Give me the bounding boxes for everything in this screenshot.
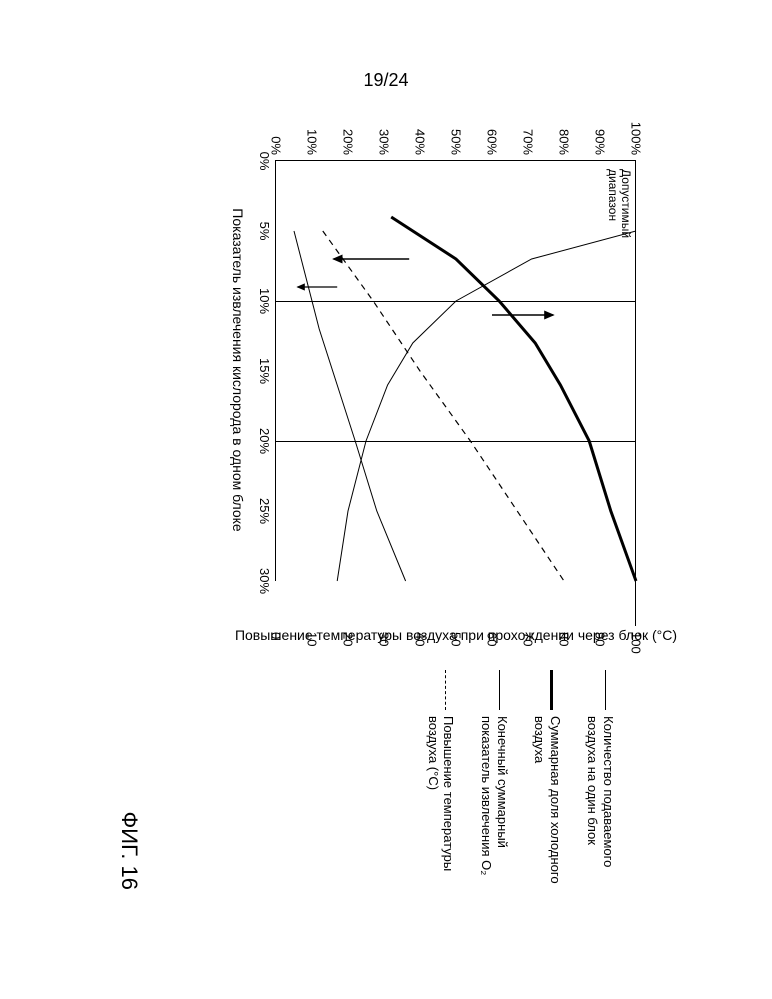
series-feed_air xyxy=(337,231,636,581)
legend-swatch xyxy=(490,670,510,716)
legend: Количество подаваемого воздуха на один б… xyxy=(403,670,616,900)
x-tick: 0% xyxy=(257,152,276,171)
legend-text: Повышение температуры воздуха (°C) xyxy=(425,716,456,900)
legend-swatch xyxy=(436,670,456,716)
y-left-tick: 50% xyxy=(449,129,464,161)
plot-area: Допустимыйдиапазон 0%10%20%30%40%50%60%7… xyxy=(275,160,636,581)
plot-svg xyxy=(276,161,636,581)
x-tick: 5% xyxy=(257,222,276,241)
y-left-tick: 100% xyxy=(629,122,644,161)
x-tick: 20% xyxy=(257,428,276,454)
x-tick: 25% xyxy=(257,498,276,524)
series-cold_air xyxy=(391,217,636,581)
x-tick: 15% xyxy=(257,358,276,384)
x-axis-label: Показатель извлечения кислорода в одном … xyxy=(230,160,246,580)
legend-text: Суммарная доля холодного воздуха xyxy=(532,716,563,900)
legend-text: Конечный суммарный показатель извлечения… xyxy=(478,716,509,900)
chart-container: Допустимыйдиапазон 0%10%20%30%40%50%60%7… xyxy=(196,90,656,630)
figure-label: ФИГ. 16 xyxy=(116,812,142,890)
y-left-tick: 40% xyxy=(413,129,428,161)
legend-item: Количество подаваемого воздуха на один б… xyxy=(585,670,616,900)
y-left-tick: 10% xyxy=(305,129,320,161)
x-tick: 10% xyxy=(257,288,276,314)
series-total_o2 xyxy=(294,231,406,581)
legend-item: Конечный суммарный показатель извлечения… xyxy=(478,670,509,900)
y-left-tick: 70% xyxy=(521,129,536,161)
x-tick: 30% xyxy=(257,568,276,594)
legend-item: Повышение температуры воздуха (°C) xyxy=(425,670,456,900)
legend-item: Суммарная доля холодного воздуха xyxy=(532,670,563,900)
page-number: 19/24 xyxy=(0,70,772,91)
legend-swatch xyxy=(543,670,563,716)
y-left-tick: 20% xyxy=(341,129,356,161)
legend-swatch xyxy=(596,670,616,716)
y-left-tick: 60% xyxy=(485,129,500,161)
y-left-tick: 30% xyxy=(377,129,392,161)
series-temp_rise xyxy=(323,231,564,581)
document-page: 19/24 Допустимыйдиапазон 0%10%20%30%40%5… xyxy=(0,0,772,999)
legend-text: Количество подаваемого воздуха на один б… xyxy=(585,716,616,900)
y-left-tick: 90% xyxy=(593,129,608,161)
figure-rotated-container: Допустимыйдиапазон 0%10%20%30%40%50%60%7… xyxy=(116,90,656,910)
y-left-tick: 80% xyxy=(557,129,572,161)
